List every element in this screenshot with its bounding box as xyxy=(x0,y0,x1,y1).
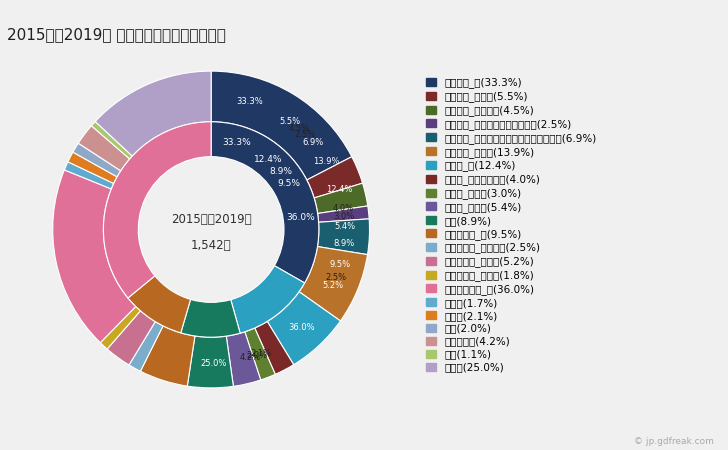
Text: 3.0%: 3.0% xyxy=(333,212,355,221)
Text: 5.5%: 5.5% xyxy=(280,117,301,126)
Text: 13.9%: 13.9% xyxy=(313,158,340,166)
Wedge shape xyxy=(211,122,319,283)
Wedge shape xyxy=(267,292,341,365)
Wedge shape xyxy=(141,326,195,386)
Text: 2.5%: 2.5% xyxy=(294,130,315,139)
Text: 4.5%: 4.5% xyxy=(288,124,309,133)
Text: 8.9%: 8.9% xyxy=(333,238,355,248)
Wedge shape xyxy=(231,266,304,333)
Text: 36.0%: 36.0% xyxy=(288,324,315,333)
Text: 2.5%: 2.5% xyxy=(325,273,347,282)
Text: 5.2%: 5.2% xyxy=(322,281,343,290)
Text: 6.9%: 6.9% xyxy=(302,138,323,147)
Text: 2.1%: 2.1% xyxy=(250,349,272,358)
Text: 33.3%: 33.3% xyxy=(236,97,263,106)
Wedge shape xyxy=(52,170,136,343)
Text: 9.5%: 9.5% xyxy=(330,260,351,269)
Wedge shape xyxy=(314,183,368,213)
Text: 36.0%: 36.0% xyxy=(286,212,315,221)
Wedge shape xyxy=(187,336,234,388)
Wedge shape xyxy=(317,219,370,255)
Text: 33.3%: 33.3% xyxy=(223,139,251,148)
Wedge shape xyxy=(226,332,261,386)
Wedge shape xyxy=(255,321,293,374)
Wedge shape xyxy=(245,328,275,380)
Wedge shape xyxy=(68,152,117,184)
Text: 4.0%: 4.0% xyxy=(333,204,354,213)
Text: 25.0%: 25.0% xyxy=(200,359,227,368)
Wedge shape xyxy=(211,71,352,180)
Wedge shape xyxy=(92,122,132,159)
Wedge shape xyxy=(95,71,211,156)
Text: 1,542人: 1,542人 xyxy=(191,239,232,252)
Wedge shape xyxy=(299,247,368,321)
Wedge shape xyxy=(103,122,211,298)
Wedge shape xyxy=(128,276,191,333)
Text: 4.2%: 4.2% xyxy=(240,353,261,362)
Wedge shape xyxy=(100,306,141,349)
Wedge shape xyxy=(181,299,240,337)
Text: 2015年～2019年: 2015年～2019年 xyxy=(171,213,251,226)
Wedge shape xyxy=(317,206,369,222)
Legend: 悪性腫瘻_計(33.3%), 悪性腫瘻_胃がん(5.5%), 悪性腫瘻_大腸がん(4.5%), 悪性腫瘻_肝がん・肝内胆管がん(2.5%), 悪性腫瘻_気管がん: 悪性腫瘻_計(33.3%), 悪性腫瘻_胃がん(5.5%), 悪性腫瘻_大腸がん… xyxy=(427,77,596,373)
Wedge shape xyxy=(79,126,130,171)
Wedge shape xyxy=(107,311,155,365)
Wedge shape xyxy=(73,143,121,177)
Text: 9.5%: 9.5% xyxy=(277,179,300,188)
Text: 2.0%: 2.0% xyxy=(246,351,267,360)
Text: 12.4%: 12.4% xyxy=(326,185,352,194)
Text: 2015年～2019年 北茨城市の男性の死因構成: 2015年～2019年 北茨城市の男性の死因構成 xyxy=(7,27,226,42)
Text: © jp.gdfreak.com: © jp.gdfreak.com xyxy=(633,436,713,446)
Wedge shape xyxy=(64,162,114,189)
Text: 5.4%: 5.4% xyxy=(334,222,355,231)
Text: 8.9%: 8.9% xyxy=(269,167,292,176)
Wedge shape xyxy=(129,322,163,371)
Text: 12.4%: 12.4% xyxy=(254,155,282,164)
Wedge shape xyxy=(306,157,363,198)
